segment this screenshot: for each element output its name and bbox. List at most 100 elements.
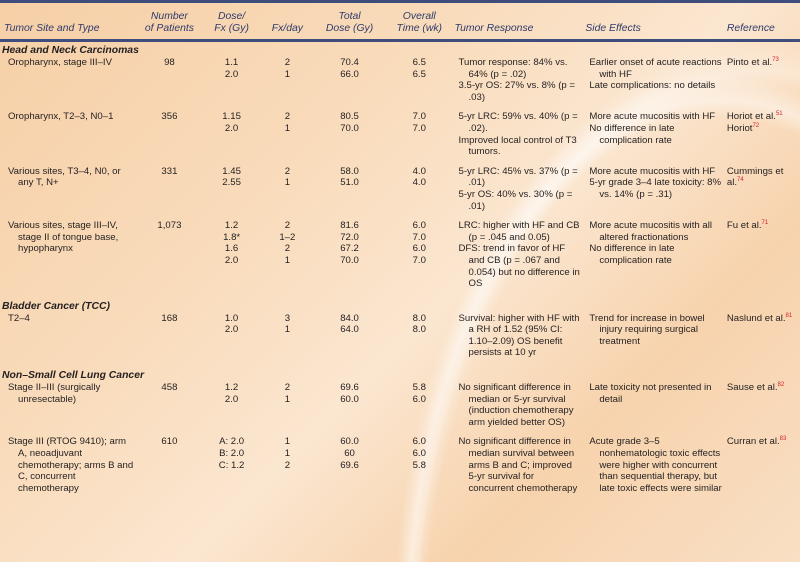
cell-dose-fx: 1.2 1.8* 1.6 2.0 (202, 220, 262, 298)
cell-overall-time-value: 5.8 (412, 382, 426, 394)
reference-entry: Horiot72 (727, 123, 798, 135)
cell-side-effects: Earlier onset of acute reactions with HF… (583, 57, 725, 111)
site-text: Stage II–III (surgically unresectable) (8, 382, 101, 405)
reference-entry: Fu et al.71 (727, 220, 798, 232)
reference-text: Horiot (726, 122, 753, 134)
cell-total-dose-value: 66.0 (340, 68, 359, 80)
cell-tumor-response-item: 5-yr LRC: 45% vs. 37% (p = .01) (458, 165, 578, 189)
cell-total-dose-value: 70.0 (340, 122, 359, 134)
cell-dose-fx: 1.45 2.55 (202, 166, 262, 220)
cell-site: Oropharynx, stage III–IV (0, 57, 137, 111)
cell-tumor-response-item: 5-yr LRC: 59% vs. 40% (p = .02). (458, 111, 578, 134)
cell-side-effects-item: More acute mucositis with all altered fr… (589, 220, 712, 243)
cell-overall-time-value: 5.8 (412, 459, 426, 471)
table-row: Stage III (RTOG 9410); arm A, neoadjuvan… (0, 436, 800, 502)
col-header-total-line2: Dose (Gy) (325, 23, 374, 34)
cell-overall-time-value: 7.0 (412, 111, 426, 123)
cell-total-dose: 81.6 72.0 67.2 70.0 (313, 220, 386, 298)
cell-total-dose: 84.0 64.0 (313, 313, 386, 367)
cell-patients: 1,073 (157, 220, 182, 232)
cell-overall-time: 4.0 4.0 (386, 166, 452, 220)
col-header-time-line1: Overall (402, 11, 436, 22)
cell-dose-fx-value: 1.15 (222, 111, 241, 123)
cell-side-effects-item: No difference in late complication rate (589, 122, 675, 146)
cell-overall-time-value: 8.0 (412, 312, 426, 324)
reference-number: 73 (772, 56, 779, 63)
cell-total-dose-value: 81.6 (340, 220, 359, 232)
cell-total-dose-value: 60.0 (340, 393, 359, 405)
cell-side-effects-item: 5-yr grade 3–4 late toxicity: 8% vs. 14%… (589, 177, 722, 200)
section-title: Head and Neck Carcinomas (2, 45, 139, 56)
reference-entry: Sause et al.82 (727, 382, 798, 394)
cell-overall-time-value: 6.0 (412, 393, 426, 405)
cell-side-effects: More acute mucositis with all altered fr… (583, 220, 725, 298)
cell-fx-day-value: 2 (284, 165, 291, 177)
section-title: Non–Small Cell Lung Cancer (2, 370, 145, 382)
cell-side-effects-item: More acute mucositis with HF (589, 111, 716, 123)
cell-dose-fx: 1.2 2.0 (202, 382, 262, 436)
cell-side-effects-item: Trend for increase in bowel injury requi… (589, 312, 705, 347)
cell-total-dose-value: 84.0 (340, 312, 359, 324)
cell-fx-day-value: 2 (284, 57, 291, 68)
cell-reference: Fu et al.71 (725, 220, 800, 298)
cell-total-dose: 58.0 51.0 (313, 166, 386, 220)
cell-site: Stage II–III (surgically unresectable) (0, 382, 137, 436)
cell-tumor-response-item: Improved local control of T3 tumors. (458, 134, 577, 158)
cell-dose-fx-value: 2.0 (224, 68, 239, 80)
cell-patients: 168 (161, 312, 178, 324)
cell-side-effects: Late toxicity not presented in detail (583, 382, 725, 436)
cell-fx-day-value: 1 (284, 177, 291, 189)
cell-reference: Pinto et al.73 (725, 57, 800, 111)
reference-entry: Pinto et al.73 (727, 57, 798, 69)
col-header-time-line2: Time (wk) (396, 23, 443, 34)
cell-patients: 98 (164, 57, 175, 68)
cell-site: T2–4 (0, 313, 137, 367)
cell-tumor-response-item: LRC: higher with HF and CB (p = .045 and… (458, 220, 580, 243)
cell-tumor-response: LRC: higher with HF and CB (p = .045 and… (453, 220, 584, 298)
reference-number: 71 (761, 219, 769, 226)
cell-dose-fx-value: 2.0 (224, 393, 239, 405)
site-text: Various sites, T3–4, N0, or any T, N+ (8, 165, 121, 189)
reference-text: Pinto et al. (726, 57, 773, 68)
cell-overall-time-value: 4.0 (412, 177, 426, 189)
reference-number: 74 (737, 177, 744, 184)
cell-overall-time: 8.0 8.0 (386, 313, 452, 367)
cell-tumor-response-item: No significant difference in median or 5… (458, 382, 574, 428)
cell-fx-day-value: 2 (284, 220, 291, 232)
cell-fx-day-value: 1 (284, 68, 291, 80)
cell-dose-fx-value: 2.55 (222, 177, 241, 189)
cell-overall-time-value: 6.0 (412, 243, 426, 255)
reference-entry: Curran et al.83 (727, 436, 798, 448)
cell-fx-day-value: 3 (284, 312, 291, 324)
cell-side-effects: More acute mucositis with HF No differenc… (583, 111, 725, 165)
reference-number: 83 (779, 436, 787, 443)
col-header-patients-line2: of Patients (144, 23, 194, 34)
reference-number: 72 (752, 122, 760, 129)
cell-total-dose-value: 60.0 (340, 436, 359, 448)
cell-tumor-response: Survival: higher with HF with a RH of 1.… (453, 313, 584, 367)
cell-site: Various sites, T3–4, N0, or any T, N+ (0, 166, 137, 220)
cell-total-dose-value: 80.5 (340, 111, 359, 123)
col-header-total-line1: Total (338, 11, 361, 22)
cell-tumor-response: No significant difference in median or 5… (453, 382, 584, 436)
cell-side-effects-item: No difference in late complication rate (589, 243, 675, 266)
cell-site: Various sites, stage III–IV, stage II of… (0, 220, 137, 298)
cell-dose-fx: A: 2.0 B: 2.0 C: 1.2 (202, 436, 262, 502)
section-title: Bladder Cancer (TCC) (2, 300, 110, 312)
cell-total-dose: 60.0 60 69.6 (313, 436, 386, 502)
reference-number: 82 (777, 381, 785, 388)
cell-overall-time-value: 6.5 (412, 68, 426, 80)
cell-tumor-response: Tumor response: 84% vs. 64% (p = .02) 3.5… (453, 57, 584, 111)
col-header-patients-line1: Number (150, 11, 188, 22)
section-header-row: Head and Neck Carcinomas (0, 41, 800, 58)
cell-reference: Sause et al.82 (725, 382, 800, 436)
cell-fx-day-value: 1 (284, 393, 291, 405)
cell-total-dose-value: 69.6 (340, 382, 359, 394)
cell-total-dose: 69.6 60.0 (313, 382, 386, 436)
cell-total-dose: 80.5 70.0 (313, 111, 386, 165)
col-header-dose-line1: Dose/ (218, 11, 246, 22)
cell-total-dose-value: 67.2 (340, 243, 359, 255)
